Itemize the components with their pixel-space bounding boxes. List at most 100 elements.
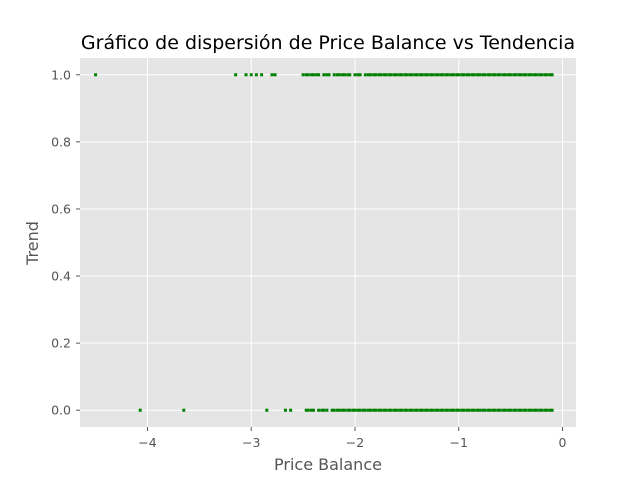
data-point — [426, 408, 430, 412]
data-point — [439, 73, 443, 77]
data-point — [540, 408, 544, 412]
data-point — [322, 408, 326, 412]
data-point — [410, 408, 414, 412]
data-point — [283, 408, 287, 412]
data-point — [524, 73, 528, 77]
data-point — [545, 408, 549, 412]
data-point — [545, 73, 549, 77]
data-point — [244, 73, 248, 77]
data-point — [341, 73, 345, 77]
data-point — [540, 73, 544, 77]
data-point — [394, 73, 398, 77]
data-point — [481, 73, 485, 77]
data-point — [361, 408, 365, 412]
data-point — [460, 408, 464, 412]
data-point — [348, 408, 352, 412]
data-point — [465, 73, 469, 77]
data-point — [410, 73, 414, 77]
data-point — [403, 73, 407, 77]
data-point — [389, 73, 393, 77]
data-point — [317, 408, 321, 412]
data-point — [392, 73, 396, 77]
data-point — [249, 73, 253, 77]
data-point — [304, 73, 308, 77]
data-point — [387, 73, 391, 77]
data-point — [486, 73, 490, 77]
data-point — [522, 73, 526, 77]
data-point — [260, 73, 264, 77]
data-point — [330, 408, 334, 412]
data-point — [400, 73, 404, 77]
data-point — [543, 73, 547, 77]
data-point — [488, 73, 492, 77]
data-point — [379, 73, 383, 77]
data-point — [498, 73, 502, 77]
data-point — [325, 73, 329, 77]
data-point — [374, 73, 378, 77]
data-point — [343, 73, 347, 77]
points-layer — [94, 73, 554, 412]
data-point — [517, 73, 521, 77]
data-point — [483, 73, 487, 77]
data-point — [462, 408, 466, 412]
data-point — [543, 408, 547, 412]
data-point — [327, 73, 331, 77]
data-point — [234, 73, 238, 77]
data-point — [356, 73, 360, 77]
data-point — [403, 408, 407, 412]
data-point — [486, 408, 490, 412]
data-point — [377, 73, 381, 77]
x-tick-label: −4 — [138, 435, 156, 450]
data-point — [353, 408, 357, 412]
data-point — [493, 73, 497, 77]
data-point — [446, 408, 450, 412]
data-point — [418, 73, 422, 77]
data-point — [392, 408, 396, 412]
data-point — [527, 408, 531, 412]
data-point — [420, 73, 424, 77]
data-point — [496, 408, 500, 412]
data-point — [254, 73, 258, 77]
data-point — [429, 408, 433, 412]
data-point — [446, 73, 450, 77]
data-point — [325, 408, 329, 412]
data-point — [431, 73, 435, 77]
data-point — [346, 73, 350, 77]
data-point — [514, 73, 518, 77]
data-point — [320, 408, 324, 412]
data-point — [415, 408, 419, 412]
data-point — [501, 73, 505, 77]
y-axis-label: Trend — [23, 221, 42, 266]
data-point — [449, 408, 453, 412]
y-tick-label: 0.6 — [51, 201, 71, 216]
data-point — [317, 73, 321, 77]
data-point — [358, 73, 362, 77]
data-point — [405, 73, 409, 77]
data-point — [491, 73, 495, 77]
data-point — [470, 73, 474, 77]
data-point — [532, 408, 536, 412]
data-point — [465, 408, 469, 412]
data-point — [462, 73, 466, 77]
data-point — [475, 73, 479, 77]
data-point — [413, 73, 417, 77]
data-point — [493, 408, 497, 412]
data-point — [444, 73, 448, 77]
data-point — [429, 73, 433, 77]
y-tick-label: 0.2 — [51, 336, 71, 351]
data-point — [389, 408, 393, 412]
data-point — [439, 408, 443, 412]
data-point — [415, 73, 419, 77]
data-point — [431, 408, 435, 412]
data-point — [372, 408, 376, 412]
data-point — [377, 408, 381, 412]
data-point — [273, 73, 277, 77]
data-point — [369, 408, 373, 412]
data-point — [384, 73, 388, 77]
x-tick-label: −2 — [346, 435, 364, 450]
data-point — [372, 73, 376, 77]
data-point — [366, 73, 370, 77]
data-point — [434, 408, 438, 412]
data-point — [358, 408, 362, 412]
